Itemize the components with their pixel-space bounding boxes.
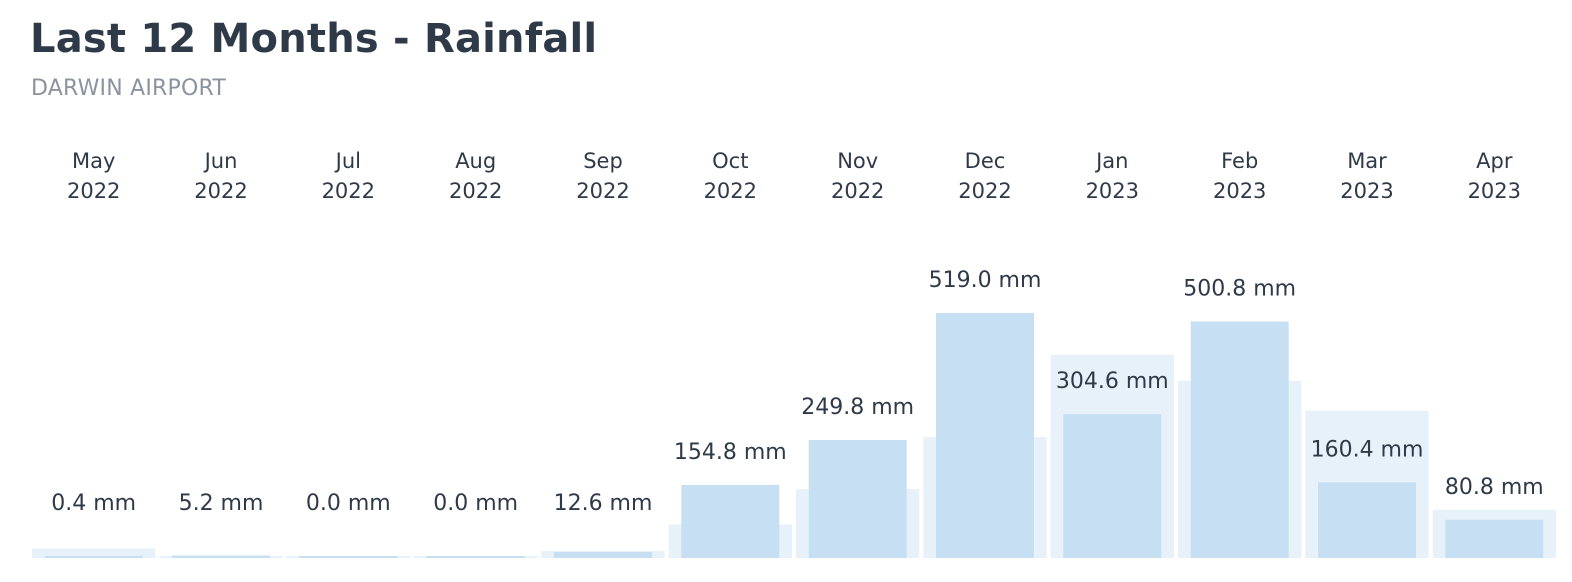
year-label: 2022: [449, 179, 502, 203]
year-label: 2023: [1086, 179, 1139, 203]
rainfall-bar: [1445, 519, 1544, 558]
rainfall-bar: [1318, 482, 1416, 558]
rainfall-bars-group: [44, 312, 1544, 558]
value-label: 80.8 mm: [1445, 475, 1544, 500]
rainfall-bar: [936, 312, 1034, 558]
month-label: Feb: [1221, 149, 1258, 173]
rainfall-bar: [554, 552, 652, 558]
rainfall-bar: [808, 440, 907, 558]
year-label: 2022: [322, 179, 375, 203]
year-label: 2022: [958, 179, 1011, 203]
month-labels-group: May 2022 Jun 2022 Jul 2022 Aug 2022 Sep 2022 Oct 20…: [67, 149, 1521, 203]
value-label: 160.4 mm: [1311, 437, 1424, 462]
value-label: 304.6 mm: [1056, 369, 1169, 394]
rainfall-bar: [1063, 414, 1162, 558]
average-bar: [32, 548, 156, 558]
month-label: Oct: [712, 149, 748, 173]
value-label: 0.0 mm: [306, 491, 391, 516]
value-label: 519.0 mm: [929, 268, 1042, 293]
month-label: Jun: [203, 149, 238, 173]
month-label: Sep: [583, 149, 623, 173]
value-label: 500.8 mm: [1183, 277, 1296, 302]
rainfall-bar: [681, 484, 780, 558]
page-title: Last 12 Months - Rainfall: [30, 16, 598, 62]
month-label: Aug: [455, 149, 496, 173]
month-label: Apr: [1476, 149, 1513, 173]
value-label: 0.0 mm: [433, 491, 518, 516]
year-label: 2022: [576, 179, 629, 203]
year-label: 2022: [67, 179, 120, 203]
value-label: 249.8 mm: [801, 395, 914, 420]
value-label: 0.4 mm: [51, 491, 136, 516]
value-label: 154.8 mm: [674, 440, 787, 465]
year-label: 2023: [1468, 179, 1521, 203]
year-label: 2022: [831, 179, 884, 203]
value-labels-group: 0.4 mm 5.2 mm 0.0 mm 0.0 mm 12.6 mm 154.8 mm 2…: [51, 268, 1543, 516]
rainfall-bar: [44, 556, 143, 558]
rainfall-bar: [172, 555, 270, 558]
month-label: Dec: [965, 149, 1006, 173]
month-label: Mar: [1347, 149, 1387, 173]
year-label: 2022: [194, 179, 247, 203]
station-name: DARWIN AIRPORT: [31, 76, 227, 101]
year-label: 2022: [704, 179, 757, 203]
month-label: May: [72, 149, 115, 173]
month-label: Nov: [837, 149, 878, 173]
value-label: 5.2 mm: [179, 491, 264, 516]
value-label: 12.6 mm: [554, 491, 653, 516]
rainfall-bar: [299, 556, 398, 558]
month-label: Jul: [334, 149, 361, 173]
rainfall-bar: [1190, 321, 1289, 558]
year-label: 2023: [1213, 179, 1266, 203]
rainfall-bar: [426, 556, 525, 558]
month-label: Jan: [1094, 149, 1128, 173]
year-label: 2023: [1340, 179, 1393, 203]
